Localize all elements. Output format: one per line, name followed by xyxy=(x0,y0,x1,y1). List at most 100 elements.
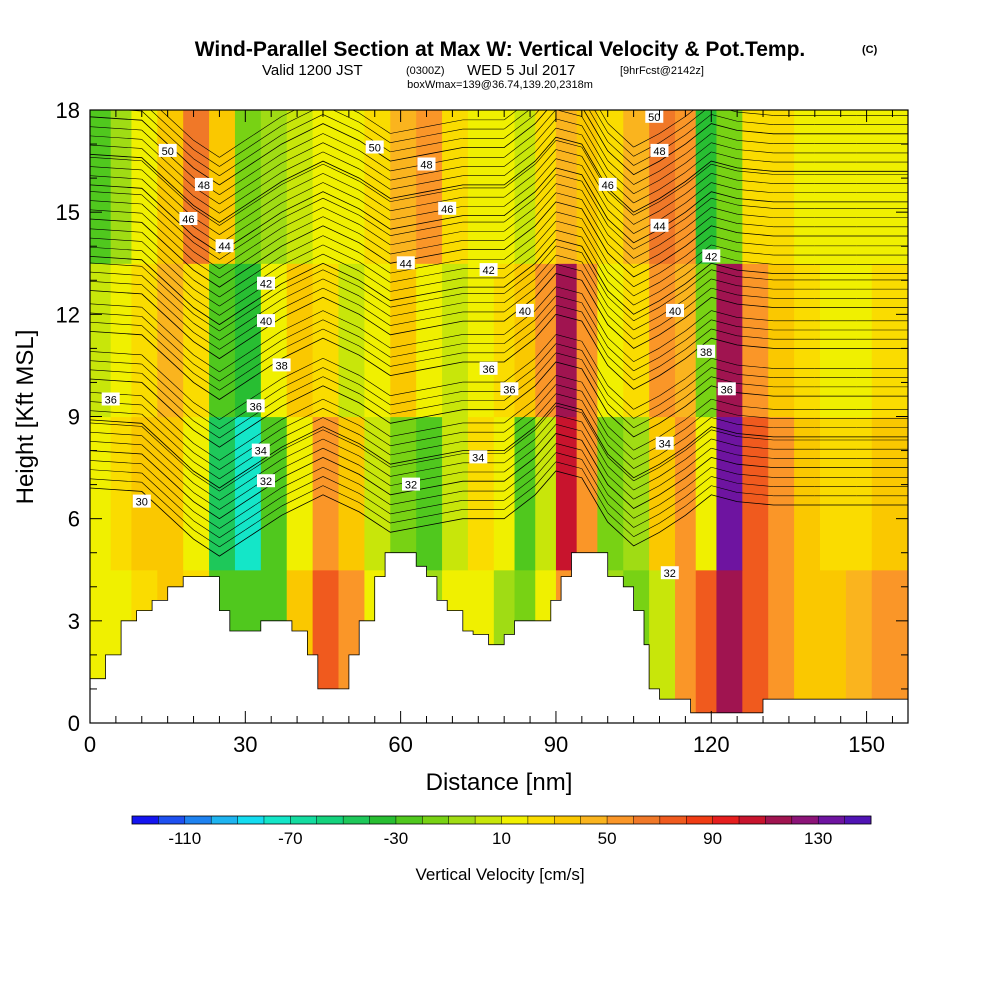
theta-contour-line xyxy=(359,122,391,143)
theta-label-text: 30 xyxy=(136,497,148,509)
theta-contour-line xyxy=(359,484,391,505)
theta-contour-line xyxy=(535,158,557,183)
theta-contour-line xyxy=(426,453,463,461)
theta-contour-line xyxy=(219,473,246,492)
theta-contour-line xyxy=(193,251,220,269)
theta-contour-line xyxy=(581,293,608,338)
theta-contour-line xyxy=(737,276,774,281)
theta-contour-line xyxy=(281,207,324,229)
theta-contour-line xyxy=(503,319,536,344)
velocity-cell xyxy=(312,110,340,264)
velocity-cell xyxy=(312,263,340,418)
theta-contour-line xyxy=(535,424,557,449)
theta-contour-line xyxy=(633,306,660,322)
theta-contour-line xyxy=(322,319,360,338)
theta-contour-line xyxy=(390,429,427,437)
theta-contour-line xyxy=(535,375,557,400)
theta-contour-line xyxy=(141,194,194,243)
theta-contour-line xyxy=(193,473,220,492)
theta-contour-line xyxy=(633,282,660,297)
theta-contour-line xyxy=(685,328,712,350)
theta-contour-line xyxy=(141,463,194,512)
theta-contour-line xyxy=(711,197,738,206)
theta-contour-line xyxy=(535,149,557,174)
theta-contour-label: 50 xyxy=(365,140,384,155)
theta-contour-line xyxy=(737,103,773,106)
theta-contour-line xyxy=(737,335,774,340)
colorbar-tick-label: 50 xyxy=(598,829,617,848)
theta-contour-line xyxy=(633,325,660,340)
theta-contour-line xyxy=(581,181,608,226)
theta-label-text: 46 xyxy=(602,180,614,192)
theta-contour-line xyxy=(737,213,774,218)
theta-contour-label: 44 xyxy=(215,239,234,253)
theta-contour-line xyxy=(581,400,608,445)
theta-contour-line xyxy=(503,287,536,313)
colorbar-swatch xyxy=(448,816,476,824)
theta-contour-line xyxy=(281,133,324,155)
theta-contour-line xyxy=(737,364,774,369)
theta-contour-line xyxy=(90,281,142,286)
velocity-cell xyxy=(794,569,821,723)
subtitle-date: WED 5 Jul 2017 xyxy=(467,62,575,79)
theta-contour-line xyxy=(535,211,557,236)
theta-contour-line xyxy=(281,110,314,126)
theta-contour-line xyxy=(581,199,608,244)
theta-contour-line xyxy=(633,522,660,537)
theta-contour-line xyxy=(607,466,634,491)
theta-contour-line xyxy=(426,391,463,399)
colorbar-swatch xyxy=(158,816,186,824)
colorbar-tick-label: 10 xyxy=(492,829,511,848)
theta-contour-line xyxy=(359,345,391,367)
theta-contour-line xyxy=(90,351,142,356)
theta-contour-line xyxy=(711,216,738,224)
theta-contour-line xyxy=(281,114,324,136)
theta-contour-line xyxy=(245,459,282,484)
colorbar-tick-label: -30 xyxy=(384,829,409,848)
theta-contour-line xyxy=(359,393,391,415)
theta-contour-line xyxy=(607,296,634,322)
velocity-cell xyxy=(576,416,598,571)
theta-contour-label: 50 xyxy=(645,110,664,124)
theta-contour-line xyxy=(141,266,194,315)
theta-contour-line xyxy=(426,509,463,517)
theta-contour-line xyxy=(390,497,427,505)
theta-contour-line xyxy=(659,265,686,283)
theta-contour-line xyxy=(607,385,634,410)
theta-contour-line xyxy=(281,235,324,257)
velocity-cell xyxy=(535,263,557,418)
theta-contour-line xyxy=(390,284,427,292)
velocity-cell xyxy=(209,263,236,418)
theta-contour-line xyxy=(359,224,391,246)
theta-contour-line xyxy=(245,184,282,209)
theta-contour-line xyxy=(219,520,246,538)
theta-contour-line xyxy=(607,271,634,297)
theta-label-background xyxy=(257,314,275,328)
theta-contour-line xyxy=(281,447,324,469)
velocity-cell xyxy=(514,263,536,418)
theta-contour-line xyxy=(685,367,712,389)
theta-contour-line xyxy=(281,142,324,164)
theta-contour-line xyxy=(633,291,660,306)
theta-contour-line xyxy=(503,197,536,223)
colorbar-swatch xyxy=(633,816,661,824)
theta-contour-line xyxy=(426,311,463,320)
theta-contour-line xyxy=(659,419,686,437)
theta-contour-line xyxy=(659,505,686,524)
theta-contour-line xyxy=(219,402,246,420)
theta-contour-line xyxy=(503,476,536,501)
theta-contour-line xyxy=(737,158,774,163)
theta-contour-line xyxy=(659,116,686,134)
theta-contour-line xyxy=(503,398,536,424)
theta-contour-line xyxy=(659,396,686,415)
theta-label-text: 44 xyxy=(218,241,230,253)
theta-contour-line xyxy=(245,236,282,262)
theta-contour-line xyxy=(390,359,427,367)
theta-contour-line xyxy=(711,367,738,375)
velocity-cell xyxy=(695,416,718,571)
theta-contour-line xyxy=(390,350,427,358)
theta-contour-line xyxy=(245,116,282,141)
theta-contour-line xyxy=(359,415,391,437)
velocity-cell xyxy=(675,110,697,264)
theta-contour-line xyxy=(503,182,536,207)
